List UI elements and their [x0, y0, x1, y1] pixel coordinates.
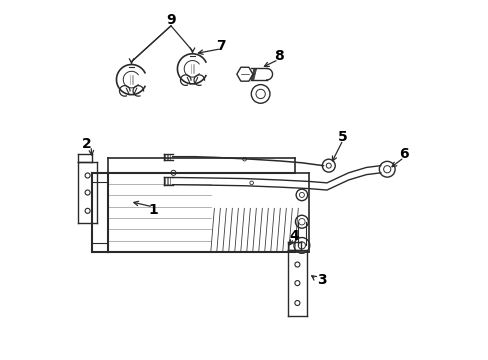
- Text: 7: 7: [216, 39, 225, 53]
- Text: 9: 9: [166, 13, 176, 27]
- Text: 3: 3: [316, 273, 326, 287]
- Text: 5: 5: [338, 130, 347, 144]
- Text: 8: 8: [273, 49, 283, 63]
- Text: 2: 2: [81, 137, 91, 151]
- Text: 4: 4: [289, 229, 299, 243]
- Text: 1: 1: [148, 203, 158, 217]
- Text: 6: 6: [399, 147, 408, 161]
